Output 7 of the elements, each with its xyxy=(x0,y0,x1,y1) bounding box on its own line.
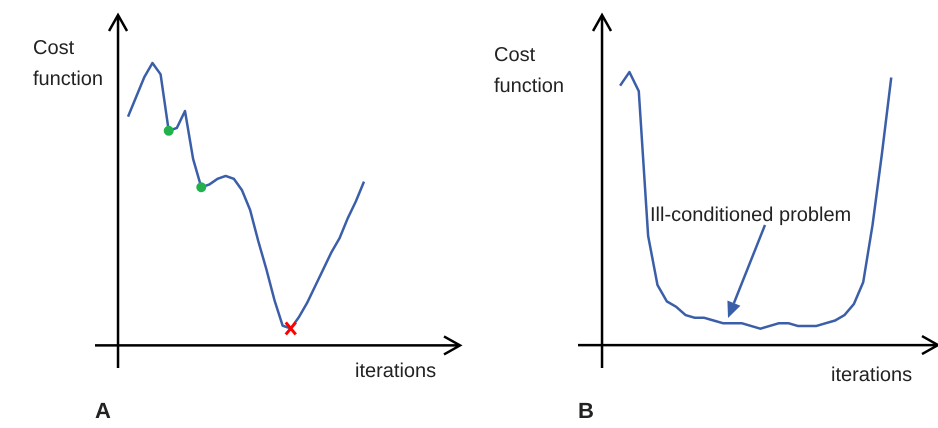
y-axis-title: Cost function xyxy=(494,44,564,97)
x-axis-title: iterations xyxy=(831,364,912,386)
y-axis-title: Cost function xyxy=(33,37,104,90)
text: B xyxy=(578,398,594,423)
text: A xyxy=(95,398,111,423)
x-axis-title: iterations xyxy=(355,360,436,382)
annotation: Ill-conditioned problem xyxy=(650,204,852,226)
